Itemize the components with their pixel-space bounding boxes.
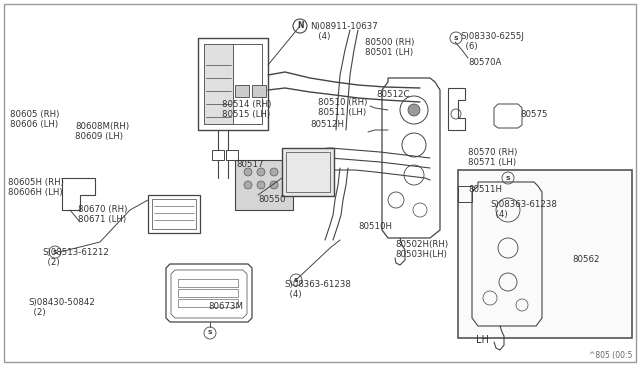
Text: S)08330-6255J
  (6): S)08330-6255J (6) [460,32,524,51]
Text: 80575: 80575 [520,110,547,119]
Text: 80510H: 80510H [358,222,392,231]
Circle shape [270,181,278,189]
Text: 80670 (RH)
80671 (LH): 80670 (RH) 80671 (LH) [78,205,127,224]
Text: 80512H: 80512H [310,120,344,129]
Bar [212,150,224,160]
Text: 80500 (RH)
80501 (LH): 80500 (RH) 80501 (LH) [365,38,414,57]
Text: 80673M: 80673M [208,302,243,311]
Circle shape [244,168,252,176]
Text: S: S [454,35,458,41]
Bar [148,195,200,233]
Circle shape [408,104,420,116]
Bar [252,85,266,97]
Text: S: S [208,330,212,336]
Text: S: S [52,250,58,254]
Bar [178,279,238,287]
Circle shape [257,168,265,176]
Text: 80570 (RH)
80571 (LH): 80570 (RH) 80571 (LH) [468,148,517,167]
Text: 80562: 80562 [572,255,600,264]
Bar [178,299,238,307]
Bar [286,152,330,192]
Text: 80511H: 80511H [468,185,502,194]
Text: S)08363-61238
  (4): S)08363-61238 (4) [490,200,557,219]
Text: N)08911-10637
   (4): N)08911-10637 (4) [310,22,378,41]
Text: S: S [506,176,510,180]
Text: 80550: 80550 [258,195,285,204]
Bar [282,148,334,196]
Text: S)08513-61212
  (2): S)08513-61212 (2) [42,248,109,267]
Circle shape [244,181,252,189]
Bar [235,160,293,210]
Text: 80510 (RH)
80511 (LH): 80510 (RH) 80511 (LH) [318,98,367,118]
Text: ^805 (00:5: ^805 (00:5 [589,351,632,360]
Polygon shape [204,44,233,124]
Text: S)08363-61238
  (4): S)08363-61238 (4) [284,280,351,299]
Text: S: S [294,278,298,282]
Text: S)08430-50842
  (2): S)08430-50842 (2) [28,298,95,317]
Text: 80570A: 80570A [468,58,501,67]
Text: LH: LH [476,335,489,345]
Text: 80605H (RH)
80606H (LH): 80605H (RH) 80606H (LH) [8,178,64,198]
Circle shape [257,181,265,189]
Text: 80512C: 80512C [376,90,410,99]
Text: 80608M(RH)
80609 (LH): 80608M(RH) 80609 (LH) [75,122,129,141]
Bar [152,199,196,229]
Bar [235,85,249,97]
Text: 80514 (RH)
80515 (LH): 80514 (RH) 80515 (LH) [222,100,271,119]
Text: 80605 (RH)
80606 (LH): 80605 (RH) 80606 (LH) [10,110,60,129]
Text: N: N [297,22,303,31]
Bar [458,170,632,338]
Text: 80517: 80517 [236,160,264,169]
Circle shape [270,168,278,176]
Text: 80502H(RH)
80503H(LH): 80502H(RH) 80503H(LH) [395,240,448,259]
Bar [226,150,238,160]
Bar [178,289,238,297]
